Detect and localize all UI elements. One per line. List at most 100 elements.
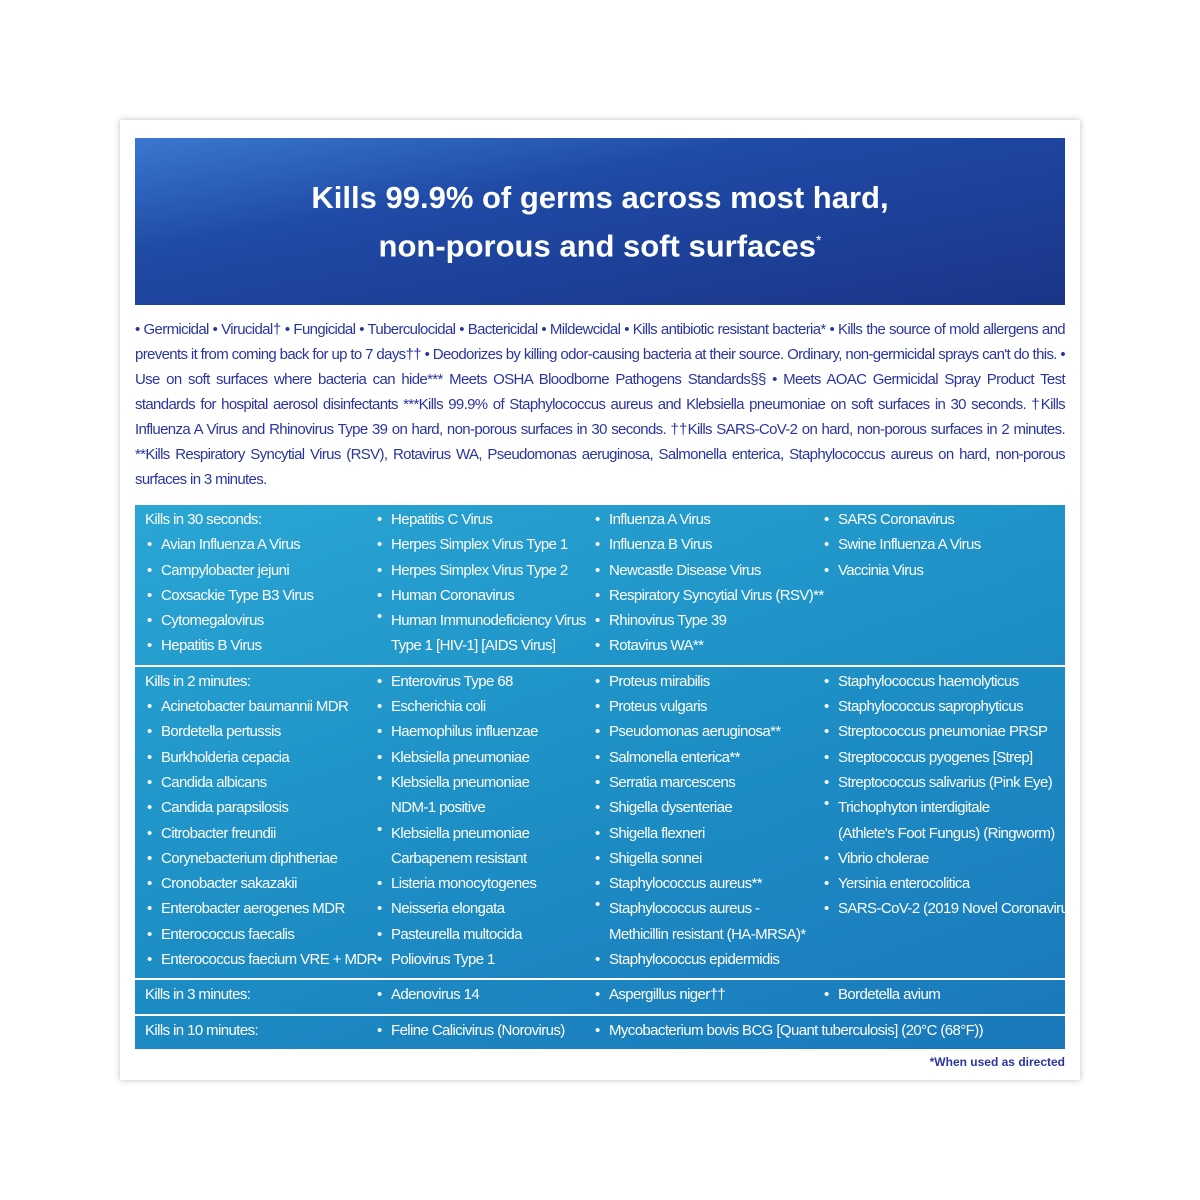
table-column: Bordetella avium (822, 982, 941, 1008)
list-item: Influenza A Virus (593, 507, 824, 533)
item-line: Carbapenem resistant (391, 849, 527, 867)
list-item: Human Coronavirus (375, 583, 586, 609)
list-item: Klebsiella pneumoniae Carbapenem resistan… (375, 821, 538, 872)
table-column: Kills in 30 seconds: Avian Influenza A Vi… (145, 507, 314, 659)
list-item: Swine Influenza A Virus (822, 532, 981, 558)
table-column: Hepatitis C VirusHerpes Simplex Virus Ty… (375, 507, 586, 659)
list-item: Bordetella avium (822, 982, 941, 1008)
section-heading: Kills in 10 minutes: (145, 1021, 259, 1039)
list-item: Hepatitis B Virus (145, 633, 313, 659)
list-item: Yersinia enterocolitica (822, 871, 1080, 897)
list-item: Staphylococcus aureus - Methicillin resis… (593, 896, 806, 947)
list-item: Streptococcus pyogenes [Strep] (822, 745, 1080, 771)
table-column: Adenovirus 14 (375, 982, 480, 1008)
item-line: Staphylococcus aureus - (609, 900, 760, 918)
list-item: Cronobacter sakazakii (145, 871, 377, 897)
item-line: (Athlete's Foot Fungus) (Ringworm) (838, 824, 1055, 842)
list-item: Rotavirus WA** (593, 633, 824, 659)
list-item: Streptococcus pneumoniae PRSP (822, 719, 1080, 745)
item-line: Human Immunodeficiency Virus (391, 612, 586, 630)
list-item: Candida parapsilosis (145, 795, 377, 821)
list-item: Pseudomonas aeruginosa** (593, 719, 806, 745)
list-item: Aspergillus niger†† (593, 982, 726, 1008)
table-section: Kills in 30 seconds: Avian Influenza A Vi… (135, 505, 1065, 667)
list-item: Trichophyton interdigitale (Athlete's Foo… (822, 795, 1080, 846)
table-column: Kills in 3 minutes: (145, 982, 251, 1007)
table-column: Proteus mirabilisProteus vulgarisPseudom… (593, 669, 806, 973)
list-item: Bordetella pertussis (145, 719, 377, 745)
list-item: Coxsackie Type B3 Virus (145, 583, 314, 609)
item-line: Klebsiella pneumoniae (391, 824, 530, 842)
list-item: Enterovirus Type 68 (375, 669, 538, 695)
list-item: Haemophilus influenzae (375, 719, 539, 745)
list-item: Staphylococcus epidermidis (593, 947, 806, 973)
list-item: Influenza B Virus (593, 532, 824, 558)
list-item: Pasteurella multocida (375, 922, 538, 948)
list-item: Adenovirus 14 (375, 982, 480, 1008)
list-item: Herpes Simplex Virus Type 2 (375, 558, 586, 584)
claims-text: • Germicidal • Virucidal† • Fungicidal •… (135, 321, 1066, 488)
list-item: Serratia marcescens (593, 770, 806, 796)
list-item: Burkholderia cepacia (145, 745, 377, 771)
list-item: Poliovirus Type 1 (375, 947, 538, 973)
table-column: Feline Calicivirus (Norovirus) (375, 1018, 565, 1044)
table-column: Kills in 2 minutes: Acinetobacter baumann… (145, 669, 377, 973)
list-item: Listeria monocytogenes (375, 871, 538, 897)
list-item: Enterococcus faecium VRE + MDR (145, 947, 377, 973)
table-section: Kills in 10 minutes: Feline Calicivirus (… (135, 1016, 1065, 1049)
list-item: Vibrio cholerae (822, 846, 1080, 872)
table-column: Influenza A VirusInfluenza B VirusNewcas… (593, 507, 824, 659)
table-column: SARS CoronavirusSwine Influenza A VirusV… (822, 507, 981, 583)
section-heading: Kills in 2 minutes: (145, 672, 251, 690)
list-item: Staphylococcus haemolyticus (822, 669, 1080, 695)
list-item: Enterococcus faecalis (145, 922, 377, 948)
item-line: Type 1 [HIV-1] [AIDS Virus] (391, 637, 556, 655)
list-item: Avian Influenza A Virus (145, 532, 313, 558)
list-item: Vaccinia Virus (822, 558, 981, 584)
list-item: Enterobacter aerogenes MDR (145, 896, 377, 922)
table-section: Kills in 3 minutes: Adenovirus 14 Aspergil… (135, 980, 1065, 1016)
item-line: Trichophyton interdigitale (838, 799, 990, 817)
list-item: Rhinovirus Type 39 (593, 608, 824, 634)
list-item: Staphylococcus saprophyticus (822, 694, 1080, 720)
label-card: Kills 99.9% of germs across most hard, no… (120, 120, 1080, 1080)
list-item: Campylobacter jejuni (145, 558, 313, 584)
table-column: Aspergillus niger†† (593, 982, 726, 1008)
item-line: Klebsiella pneumoniae (391, 773, 530, 791)
list-item: Citrobacter freundii (145, 821, 377, 847)
list-item: Candida albicans (145, 770, 377, 796)
table-column: Kills in 10 minutes: (145, 1018, 259, 1043)
list-item: Staphylococcus aureus** (593, 871, 806, 897)
list-item: Klebsiella pneumoniae NDM-1 positive (375, 770, 538, 821)
table-section: Kills in 2 minutes: Acinetobacter baumann… (135, 667, 1080, 981)
table-column: Staphylococcus haemolyticusStaphylococcu… (822, 669, 1080, 922)
list-item: Human Immunodeficiency Virus Type 1 [HIV-… (375, 608, 586, 659)
list-item: Herpes Simplex Virus Type 1 (375, 532, 586, 558)
list-item: Respiratory Syncytial Virus (RSV)** (593, 583, 824, 609)
footnote: *When used as directed (929, 1055, 1065, 1069)
list-item: Newcastle Disease Virus (593, 558, 824, 584)
list-item: Neisseria elongata (375, 896, 538, 922)
list-item: Feline Calicivirus (Norovirus) (375, 1018, 565, 1044)
item-line: NDM-1 positive (391, 799, 486, 817)
section-heading: Kills in 3 minutes: (145, 986, 251, 1004)
list-item: Shigella flexneri (593, 821, 806, 847)
list-item: Acinetobacter baumannii MDR (145, 694, 377, 720)
table-column: Mycobacterium bovis BCG [Quant tuberculo… (593, 1018, 984, 1044)
kill-table: Kills in 30 seconds: Avian Influenza A Vi… (135, 505, 1080, 1049)
header-band: Kills 99.9% of germs across most hard, no… (135, 138, 1065, 305)
title-mark: * (816, 232, 822, 248)
title-line: Kills 99.9% of germs across most hard, (311, 180, 889, 215)
list-item: Shigella dysenteriae (593, 795, 806, 821)
list-item: Escherichia coli (375, 694, 538, 720)
title-line: non-porous and soft surfaces* (378, 228, 822, 264)
list-item: Cytomegalovirus (145, 608, 313, 634)
list-item: Mycobacterium bovis BCG [Quant tuberculo… (593, 1018, 984, 1044)
list-item: Klebsiella pneumoniae (375, 745, 538, 771)
list-item: Streptococcus salivarius (Pink Eye) (822, 770, 1080, 796)
list-item: Proteus vulgaris (593, 694, 806, 720)
item-line: Methicillin resistant (HA-MRSA)* (609, 925, 806, 943)
list-item: Hepatitis C Virus (375, 507, 586, 533)
list-item: Shigella sonnei (593, 846, 806, 872)
list-item: Proteus mirabilis (593, 669, 806, 695)
